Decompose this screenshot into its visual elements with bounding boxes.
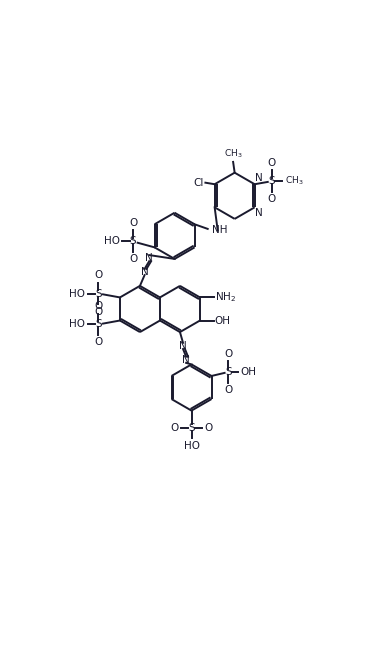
Text: N: N — [255, 208, 263, 218]
Text: O: O — [94, 306, 102, 316]
Text: NH$_2$: NH$_2$ — [214, 290, 236, 304]
Text: S: S — [130, 236, 136, 246]
Text: OH: OH — [214, 316, 231, 326]
Text: HO: HO — [69, 319, 85, 329]
Text: NH: NH — [211, 225, 227, 235]
Text: O: O — [224, 385, 233, 395]
Text: O: O — [170, 423, 178, 433]
Text: CH$_3$: CH$_3$ — [285, 175, 303, 187]
Text: HO: HO — [184, 441, 199, 451]
Text: O: O — [129, 254, 137, 264]
Text: Cl: Cl — [194, 178, 204, 188]
Text: S: S — [95, 319, 102, 329]
Text: O: O — [94, 270, 102, 280]
Text: N: N — [255, 173, 263, 183]
Text: O: O — [204, 423, 213, 433]
Text: HO: HO — [69, 288, 85, 298]
Text: S: S — [188, 423, 195, 433]
Text: O: O — [268, 158, 276, 168]
Text: S: S — [95, 288, 102, 298]
Text: O: O — [224, 349, 233, 359]
Text: N: N — [145, 253, 153, 263]
Text: N: N — [182, 355, 190, 365]
Text: N: N — [179, 341, 187, 351]
Text: OH: OH — [240, 367, 256, 377]
Text: HO: HO — [104, 236, 120, 246]
Text: S: S — [225, 367, 232, 377]
Text: N: N — [141, 267, 149, 277]
Text: S: S — [268, 176, 275, 186]
Text: O: O — [94, 301, 102, 311]
Text: O: O — [94, 337, 102, 347]
Text: CH$_3$: CH$_3$ — [224, 147, 243, 160]
Text: O: O — [268, 194, 276, 204]
Text: O: O — [129, 218, 137, 228]
